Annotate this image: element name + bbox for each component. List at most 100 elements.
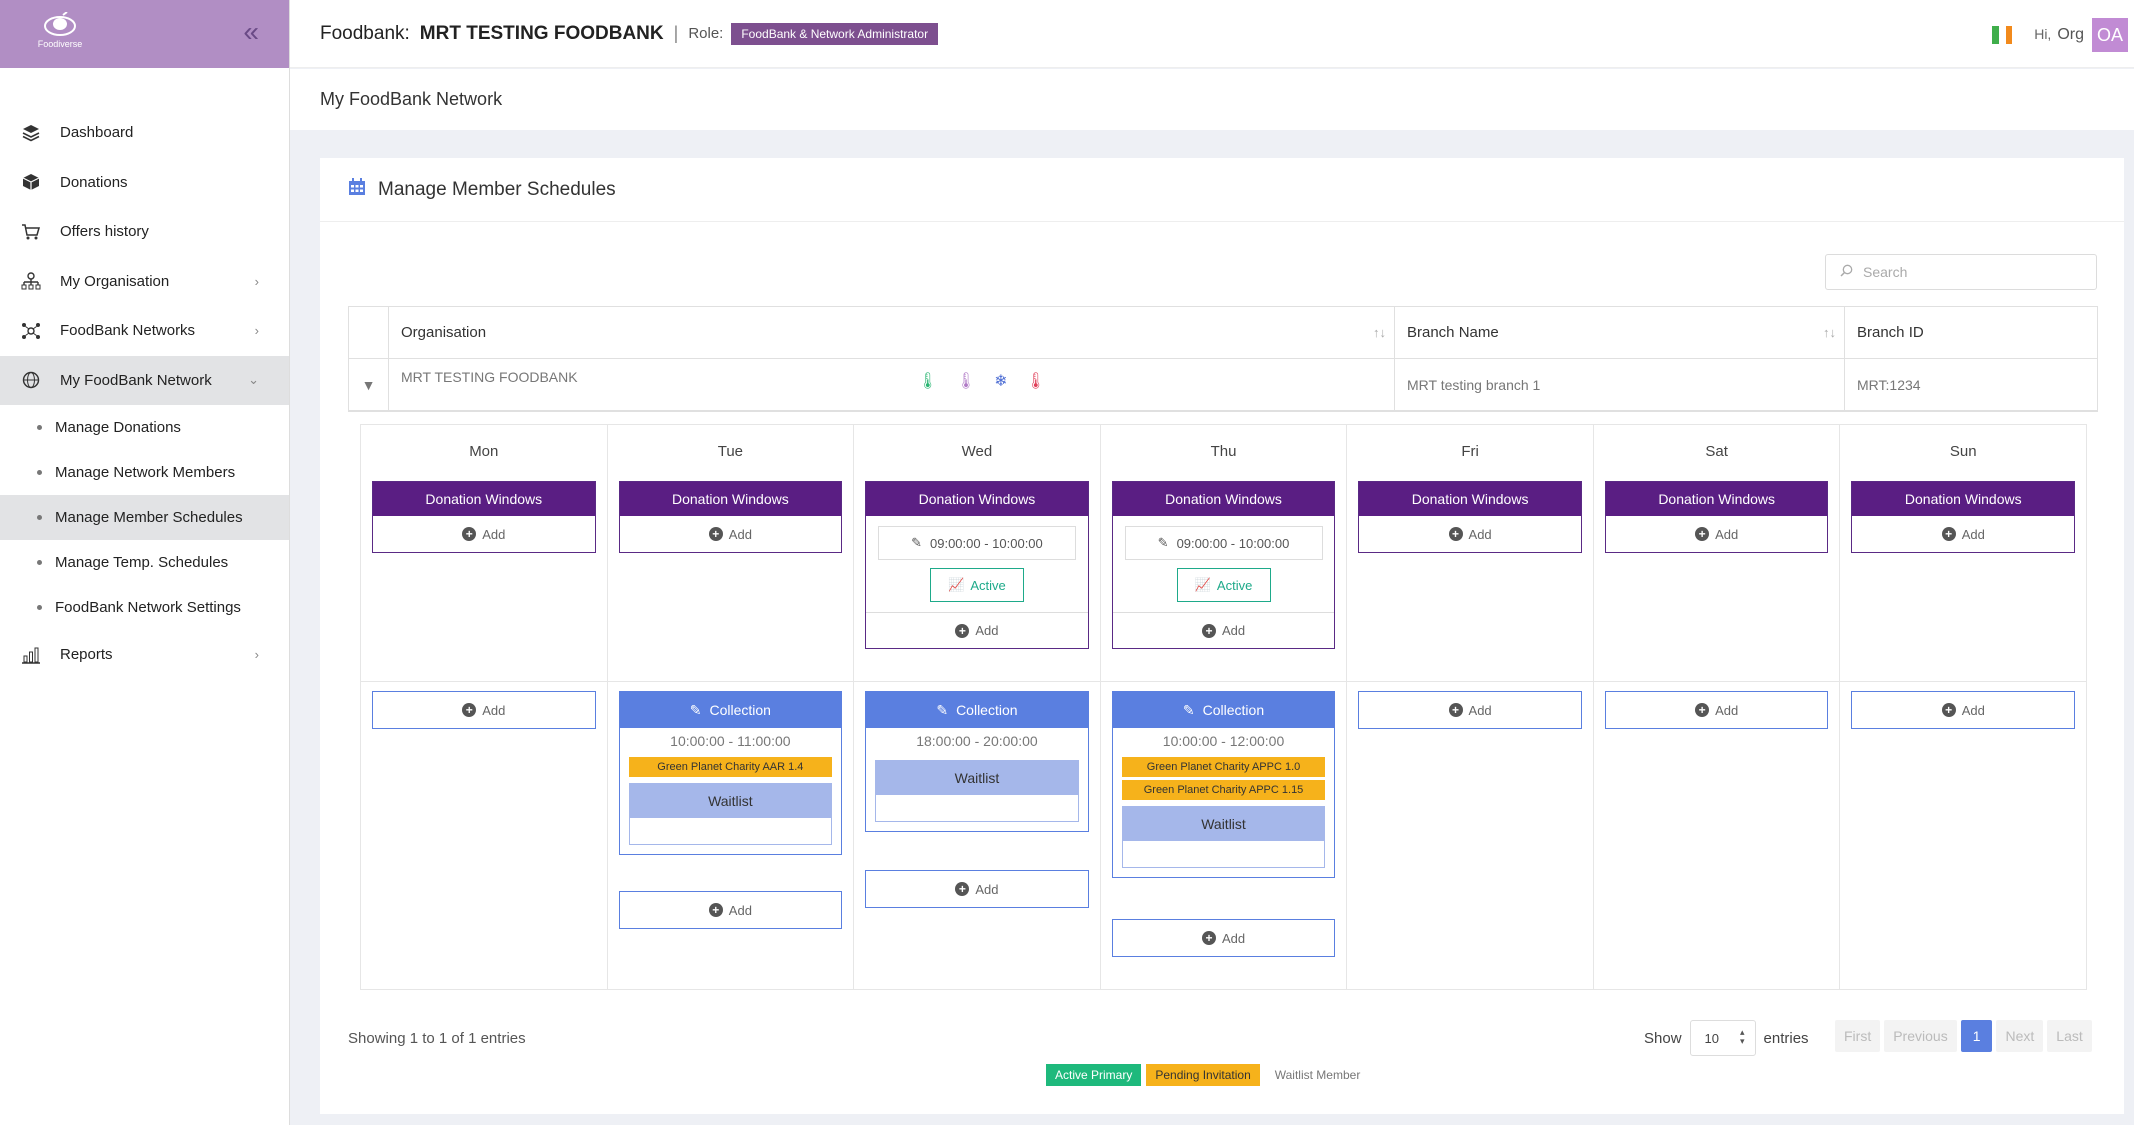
member-tag-pending[interactable]: Green Planet Charity APPC 1.15 xyxy=(1121,780,1326,800)
entries-value: 10 xyxy=(1704,1030,1719,1046)
collapse-sidebar-icon[interactable]: « xyxy=(243,16,259,47)
member-tag-pending[interactable]: Green Planet Charity APPC 1.0 xyxy=(1121,757,1326,777)
add-donation-window-button[interactable]: + Add xyxy=(1112,612,1335,648)
edit-icon: ✎ xyxy=(689,701,702,718)
day-name: Sun xyxy=(1949,442,1977,460)
members-table: Organisation ↑↓ Branch Name ↑↓ Branch ID ▼… xyxy=(348,306,2098,412)
add-collection-button[interactable]: + Add xyxy=(1358,691,1582,729)
role-label: Role: xyxy=(688,25,724,42)
sidebar-item-donations[interactable]: Donations xyxy=(0,158,289,208)
donation-window-time[interactable]: ✎ 09:00:00 - 10:00:00 xyxy=(1124,526,1323,560)
add-label: Add xyxy=(482,702,506,718)
chevron-right-icon: › xyxy=(254,323,259,339)
add-donation-window-button[interactable]: + Add xyxy=(1359,516,1581,552)
sidebar-item-label: FoodBank Networks xyxy=(60,322,196,340)
avatar[interactable]: OA xyxy=(2092,18,2128,52)
sidebar-item-my-organisation[interactable]: My Organisation › xyxy=(0,257,289,307)
add-donation-window-button[interactable]: + Add xyxy=(866,612,1088,648)
plus-circle-icon: + xyxy=(708,903,723,917)
edit-icon: ✎ xyxy=(1157,535,1169,550)
thermometer-frozen-icon[interactable]: ❄ xyxy=(994,373,1008,390)
sidebar-subitem-label: Manage Temp. Schedules xyxy=(55,554,229,571)
add-collection-button[interactable]: + Add xyxy=(865,870,1089,908)
sidebar-item-label: My Organisation xyxy=(60,272,170,290)
sort-icon[interactable]: ↑↓ xyxy=(1373,325,1386,340)
pager-next-button[interactable]: Next xyxy=(1996,1020,2044,1052)
day-name: Thu xyxy=(1210,442,1237,460)
pager-page-button[interactable]: 1 xyxy=(1960,1020,1993,1052)
sidebar-subitem-label: Manage Member Schedules xyxy=(55,509,243,526)
sidebar-item-my-foodbank-network[interactable]: My FoodBank Network ⌄ xyxy=(0,355,289,405)
add-donation-window-button[interactable]: + Add xyxy=(373,516,595,552)
active-status-button[interactable]: 📈 Active xyxy=(929,568,1024,602)
sidebar-subitem-manage-donations[interactable]: Manage Donations xyxy=(0,405,289,450)
search-placeholder: Search xyxy=(1863,264,1908,280)
plus-circle-icon: + xyxy=(1695,703,1710,717)
thermometer-minus-icon[interactable]: 🌡 xyxy=(955,373,977,390)
collection-header[interactable]: ✎ Collection xyxy=(1112,692,1335,728)
sidebar-subitem-label: FoodBank Network Settings xyxy=(55,599,241,616)
branch-id-cell: MRT:1234 xyxy=(1857,376,1921,393)
day-name: Sat xyxy=(1705,442,1728,460)
language-flag-icon[interactable] xyxy=(1992,26,2013,44)
sidebar-item-label: Offers history xyxy=(60,223,149,241)
add-donation-window-button[interactable]: + Add xyxy=(620,516,842,552)
thermometer-hot-icon[interactable]: 🌡 xyxy=(1025,373,1046,390)
add-collection-button[interactable]: + Add xyxy=(1111,919,1336,957)
table-header: Organisation ↑↓ Branch Name ↑↓ Branch ID xyxy=(349,307,2097,359)
sidebar-item-foodbank-networks[interactable]: FoodBank Networks › xyxy=(0,306,289,356)
collection-time: 10:00:00 - 11:00:00 xyxy=(670,733,791,749)
collection-header[interactable]: ✎ Collection xyxy=(619,692,842,728)
chevron-right-icon: › xyxy=(254,273,259,289)
expand-row-caret-icon[interactable]: ▼ xyxy=(349,359,389,410)
waitlist-header: Waitlist xyxy=(876,761,1078,795)
column-header-branch-name[interactable]: Branch Name ↑↓ xyxy=(1395,307,1845,358)
add-collection-button[interactable]: + Add xyxy=(1604,691,1829,729)
collection-header[interactable]: ✎ Collection xyxy=(866,692,1088,728)
row-divider xyxy=(1593,681,1840,682)
donation-windows-panel: Donation Windows + Add xyxy=(1604,481,1829,553)
day-name: Mon xyxy=(469,442,499,460)
day-column-fri: Fri Donation Windows + Add + Add xyxy=(1347,425,1594,989)
waitlist-header: Waitlist xyxy=(1122,807,1325,841)
sidebar-item-reports[interactable]: Reports › xyxy=(0,630,289,680)
row-action-icons: 🌡 🌡 ❄ 🌡 xyxy=(918,371,1046,391)
branch-name-cell: MRT testing branch 1 xyxy=(1395,359,1845,410)
collection-panel: ✎ Collection 10:00:00 - 11:00:00 Green Pl… xyxy=(618,691,843,855)
entries-select[interactable]: 10 xyxy=(1689,1020,1756,1056)
row-divider xyxy=(854,681,1100,682)
plus-circle-icon: + xyxy=(1201,931,1216,945)
app-logo[interactable]: Foodiverse xyxy=(30,12,90,56)
add-donation-window-button[interactable]: + Add xyxy=(1606,516,1828,552)
pager-previous-button[interactable]: Previous xyxy=(1884,1020,1957,1052)
column-header-organisation[interactable]: Organisation ↑↓ xyxy=(389,307,1395,358)
show-label: Show xyxy=(1644,1029,1682,1047)
sidebar-subitem-manage-temp-schedules[interactable]: Manage Temp. Schedules xyxy=(0,540,289,585)
add-collection-button[interactable]: + Add xyxy=(372,691,596,729)
sidebar-item-dashboard[interactable]: Dashboard xyxy=(0,108,289,158)
entries-label: entries xyxy=(1763,1029,1809,1047)
sort-icon[interactable]: ↑↓ xyxy=(1823,325,1836,340)
sidebar-subitem-manage-member-schedules[interactable]: Manage Member Schedules xyxy=(0,495,289,540)
sidebar-subitem-network-settings[interactable]: FoodBank Network Settings xyxy=(0,585,289,630)
plus-circle-icon: + xyxy=(462,527,477,541)
add-donation-window-button[interactable]: + Add xyxy=(1852,516,2074,552)
thermometer-plus-icon[interactable]: 🌡 xyxy=(917,373,938,390)
donation-windows-header: Donation Windows xyxy=(1112,482,1335,516)
globe-icon xyxy=(20,369,42,391)
network-icon xyxy=(20,320,42,342)
search-input[interactable]: Search xyxy=(1825,254,2097,290)
add-collection-button[interactable]: + Add xyxy=(618,891,843,929)
column-header-branch-id[interactable]: Branch ID xyxy=(1845,307,2097,358)
pager-first-button[interactable]: First xyxy=(1835,1020,1881,1052)
add-collection-button[interactable]: + Add xyxy=(1851,691,2076,729)
active-status-button[interactable]: 📈 Active xyxy=(1176,568,1271,602)
donation-window-time[interactable]: ✎ 09:00:00 - 10:00:00 xyxy=(877,526,1076,560)
box-icon xyxy=(20,171,42,193)
sidebar-subitem-manage-network-members[interactable]: Manage Network Members xyxy=(0,450,289,495)
day-name: Wed xyxy=(961,442,993,460)
sidebar-item-offers-history[interactable]: Offers history xyxy=(0,207,289,257)
member-tag-pending[interactable]: Green Planet Charity AAR 1.4 xyxy=(628,757,833,777)
sidebar-item-label: Donations xyxy=(60,173,128,191)
pager-last-button[interactable]: Last xyxy=(2047,1020,2092,1052)
